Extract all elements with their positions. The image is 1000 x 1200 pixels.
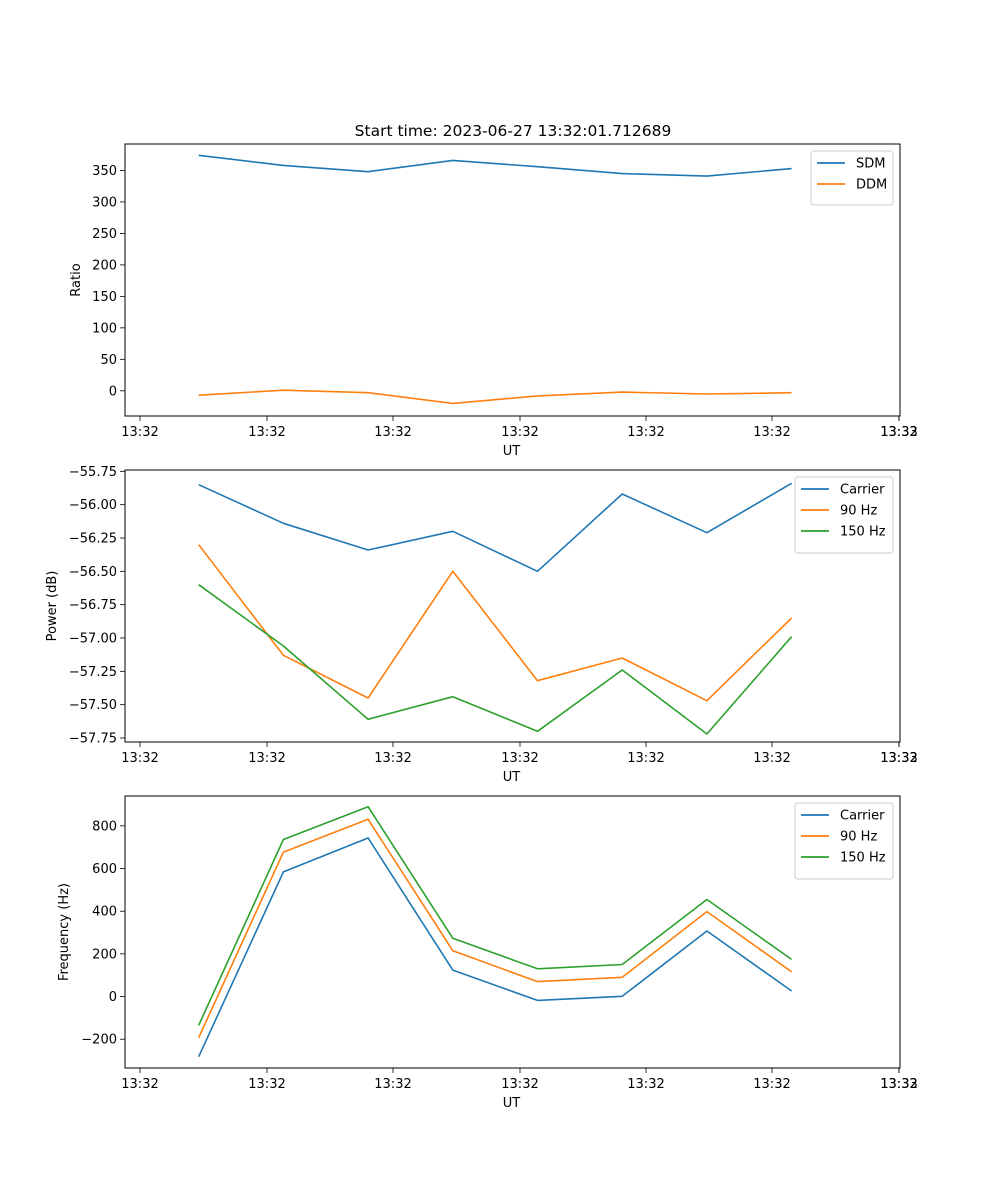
x-tick-label: 13:32: [121, 1077, 158, 1092]
chart-panel-3: 13:32 13:32 13:32 13:32 13:32 13:32 13:3213:33…: [57, 795, 918, 1111]
x-tick-label: 13:32: [627, 751, 664, 766]
y-tick-label: 250: [92, 227, 117, 242]
y-axis-label: Power (dB): [45, 571, 60, 642]
legend: Carrier 90 Hz 150 Hz: [794, 476, 894, 554]
plot-frame: [124, 143, 901, 417]
series-line-carrier: [198, 482, 793, 573]
legend-label: DDM: [856, 178, 887, 193]
legend-label: Carrier: [840, 809, 885, 824]
chart-panel-1: 13:32 13:32 13:32 13:32 13:32 13:32 13:3213:33…: [69, 143, 918, 459]
series-line-sdm: [198, 154, 792, 177]
y-tick-label: 600: [92, 862, 117, 877]
x-tick-label: 13:32: [501, 1077, 538, 1092]
x-tick-label: 13:32: [880, 425, 917, 440]
x-tick-label: 13:32: [753, 425, 790, 440]
x-tick-label: 13:32: [121, 425, 158, 440]
series-line-150-hz: [197, 805, 793, 1026]
series-line-carrier: [197, 837, 793, 1058]
y-tick-label: −57.00: [69, 632, 117, 647]
y-axis-label: Ratio: [69, 263, 84, 296]
legend-box: [794, 476, 894, 554]
legend-label: SDM: [856, 157, 885, 172]
figure-title: Start time: 2023-06-27 13:32:01.712689: [355, 122, 672, 140]
y-tick-label: −56.50: [69, 565, 117, 580]
legend-box: [810, 150, 894, 206]
legend-label: 150 Hz: [840, 525, 886, 540]
x-tick-label: 13:32: [753, 1077, 790, 1092]
chart-panel-2: 13:32 13:32 13:32 13:32 13:32 13:32 13:3213:33…: [45, 465, 918, 785]
plot-frame: [124, 795, 901, 1069]
series-line-90-hz: [197, 818, 793, 1039]
y-tick-label: 0: [109, 990, 117, 1005]
y-tick-label: 400: [92, 905, 117, 920]
legend-label: 90 Hz: [840, 830, 877, 845]
y-tick-label: 300: [92, 195, 117, 210]
y-tick-label: −57.75: [69, 732, 117, 747]
x-tick-label: 13:33: [880, 1077, 917, 1092]
x-tick-label: 13:32: [627, 1077, 664, 1092]
x-tick-label: 13:32: [627, 425, 664, 440]
series-line-90-hz: [198, 544, 793, 702]
x-tick-label: 13:32: [880, 1077, 917, 1092]
x-tick-label: 13:32: [374, 1077, 411, 1092]
series-line-150-hz: [198, 584, 793, 735]
x-tick-label: 13:32: [248, 1077, 285, 1092]
legend-label: 90 Hz: [840, 504, 877, 519]
x-tick-label: 13:32: [753, 751, 790, 766]
y-tick-label: 800: [92, 819, 117, 834]
x-tick-label: 13:32: [374, 425, 411, 440]
y-tick-label: −56.75: [69, 598, 117, 613]
y-tick-label: 50: [100, 353, 117, 368]
y-tick-label: −200: [81, 1033, 117, 1048]
x-tick-label: 13:32: [121, 751, 158, 766]
x-axis-label: UT: [503, 770, 521, 785]
y-tick-label: 0: [109, 384, 117, 399]
x-tick-label: 13:32: [501, 425, 538, 440]
y-tick-label: −56.00: [69, 498, 117, 513]
y-tick-label: −56.25: [69, 532, 117, 547]
y-tick-label: 100: [92, 321, 117, 336]
x-tick-label: 13:33: [880, 751, 917, 766]
x-tick-label: 13:32: [248, 751, 285, 766]
x-tick-label: 13:32: [880, 751, 917, 766]
y-tick-label: −57.25: [69, 665, 117, 680]
legend-box: [794, 802, 894, 880]
y-tick-label: 200: [92, 947, 117, 962]
y-tick-label: 350: [92, 164, 117, 179]
x-axis-label: UT: [503, 1096, 521, 1111]
x-axis-label: UT: [503, 444, 521, 459]
x-tick-label: 13:32: [501, 751, 538, 766]
legend-label: 150 Hz: [840, 851, 886, 866]
y-tick-label: 200: [92, 258, 117, 273]
y-tick-label: −55.75: [69, 465, 117, 480]
series-line-ddm: [198, 389, 792, 405]
x-tick-label: 13:33: [880, 425, 917, 440]
legend-label: Carrier: [840, 483, 885, 498]
y-tick-label: −57.50: [69, 698, 117, 713]
y-tick-label: 150: [92, 290, 117, 305]
legend: SDM DDM: [810, 150, 894, 206]
y-axis-label: Frequency (Hz): [57, 883, 72, 981]
x-tick-label: 13:32: [248, 425, 285, 440]
x-tick-label: 13:32: [374, 751, 411, 766]
plot-frame: [124, 469, 901, 743]
legend: Carrier 90 Hz 150 Hz: [794, 802, 894, 880]
